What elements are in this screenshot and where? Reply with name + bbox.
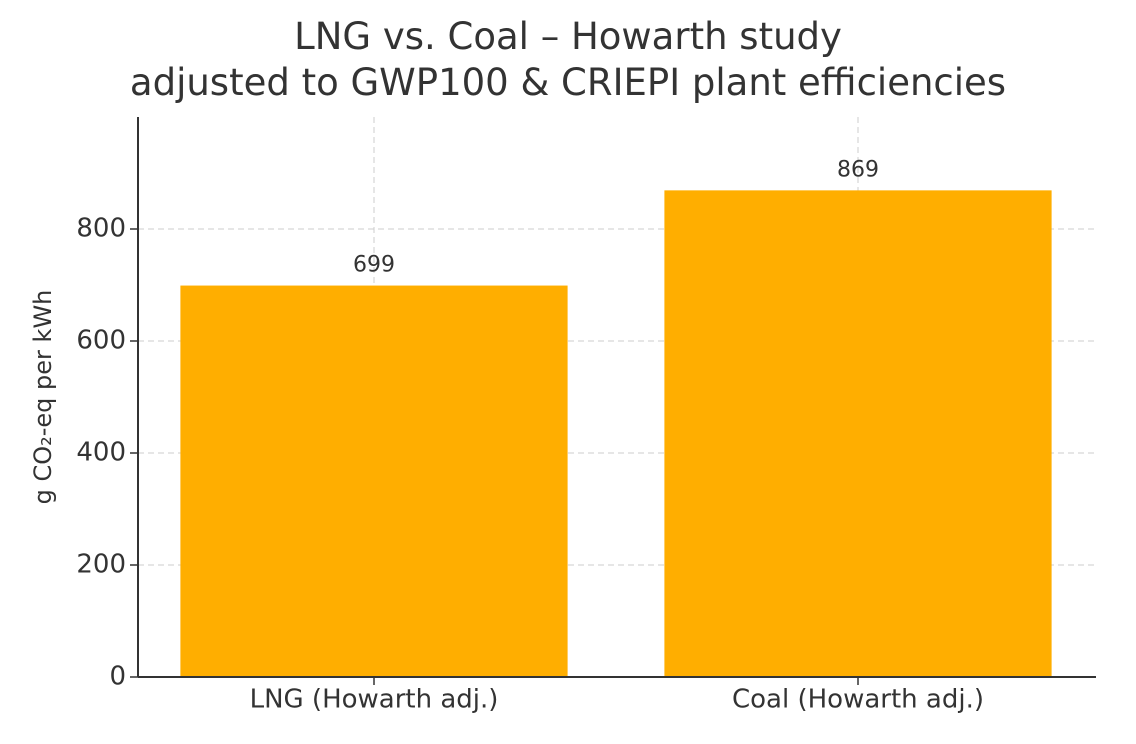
bar (664, 190, 1052, 678)
value-label: 699 (353, 253, 395, 278)
y-tick-label: 200 (76, 550, 126, 580)
x-tick-label: LNG (Howarth adj.) (250, 685, 499, 715)
y-tick-label: 0 (109, 662, 126, 692)
y-tick-label: 800 (76, 214, 126, 244)
y-tick-label: 600 (76, 326, 126, 356)
y-tick-label: 400 (76, 438, 126, 468)
chart-title: LNG vs. Coal – Howarth study adjusted to… (129, 15, 1007, 104)
value-label: 869 (837, 157, 879, 182)
bar (180, 285, 568, 677)
x-tick-label: Coal (Howarth adj.) (732, 685, 984, 715)
y-axis-label: g CO₂-eq per kWh (29, 290, 57, 505)
